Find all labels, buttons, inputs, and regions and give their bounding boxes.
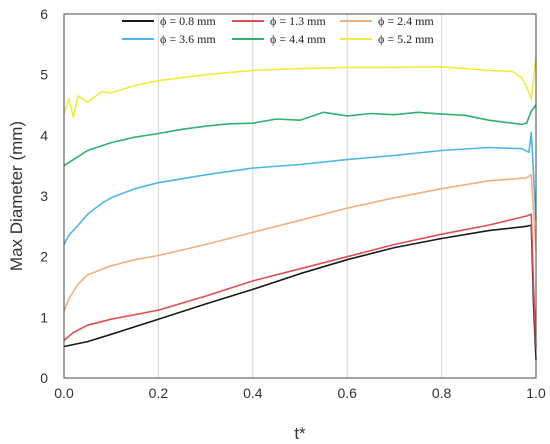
x-tick-label-3: 0.6 [337,385,357,401]
x-tick-label-1: 0.2 [149,385,169,401]
y-tick-label-6: 6 [40,6,48,22]
y-axis-title: Max Diameter (mm) [7,121,26,271]
series-line-4 [63,104,537,167]
y-tick-label-1: 1 [40,309,48,325]
x-tick-label-2: 0.4 [243,385,263,401]
series-line-1 [63,213,537,348]
x-tick-label-0: 0.0 [54,385,74,401]
legend-label-0: ϕ = 0.8 mm [160,14,216,28]
series-line-0 [63,224,537,360]
x-tick-label-4: 0.8 [432,385,452,401]
y-tick-label-3: 3 [40,188,48,204]
legend-label-2: ϕ = 2.4 mm [378,14,434,28]
series-lines [63,56,537,360]
x-axis-title: t* [294,424,306,443]
legend-label-5: ϕ = 5.2 mm [378,32,434,46]
legend-label-4: ϕ = 4.4 mm [270,32,326,46]
x-tick-label-5: 1.0 [526,385,546,401]
y-tick-label-5: 5 [40,67,48,83]
y-tick-label-4: 4 [40,127,48,143]
plot-frame [63,13,537,379]
grid-lines [157,14,443,378]
legend: ϕ = 0.8 mm ϕ = 1.3 mm ϕ = 2.4 mm ϕ = 3.6 mm… [122,14,434,46]
legend-label-3: ϕ = 3.6 mm [160,32,216,46]
legend-label-1: ϕ = 1.3 mm [270,14,326,28]
series-line-2 [63,174,537,312]
y-tick-label-0: 0 [40,370,48,386]
y-tick-label-2: 2 [40,249,48,265]
series-line-3 [63,131,537,245]
tick-labels: 0.0 0.2 0.4 0.6 0.8 1.0 0 1 2 3 4 5 6 [40,6,546,401]
series-line-5 [63,56,537,118]
